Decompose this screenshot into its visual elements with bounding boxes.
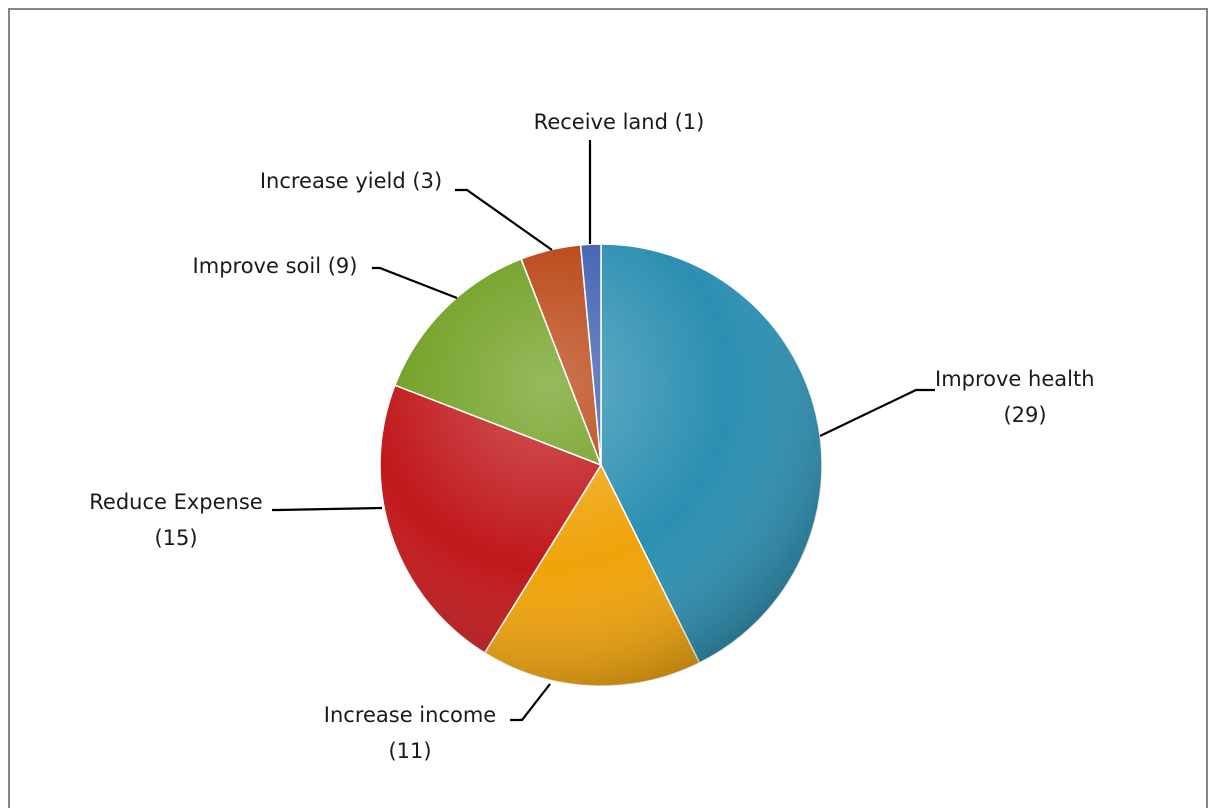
- leader-line-increase-yield: [455, 188, 553, 251]
- slice-value-improve-health: (29): [1003, 403, 1046, 427]
- slice-label-receive-land: Receive land (1): [534, 110, 705, 134]
- slice-label-improve-soil: Improve soil (9): [193, 254, 358, 278]
- leader-line-improve-health: [819, 388, 935, 437]
- leader-line-increase-income: [510, 683, 551, 722]
- slice-value-reduce-expense: (15): [154, 526, 197, 550]
- slice-label-increase-income: Increase income: [324, 703, 496, 727]
- leader-line-reduce-expense: [272, 506, 383, 512]
- slice-label-increase-yield: Increase yield (3): [260, 169, 442, 193]
- leader-line-improve-soil: [372, 266, 458, 300]
- slice-label-reduce-expense: Reduce Expense: [89, 490, 262, 514]
- slice-label-improve-health: Improve health: [935, 367, 1095, 391]
- slice-value-increase-income: (11): [388, 739, 431, 763]
